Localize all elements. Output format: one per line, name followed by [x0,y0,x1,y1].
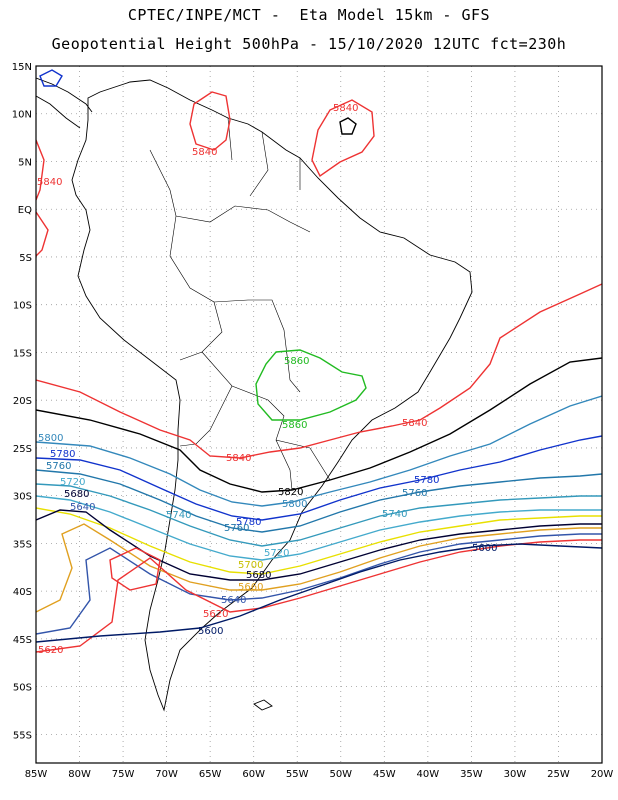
contour-5840-main [36,283,602,459]
contour-label-5840-d: 5840 [402,418,427,429]
contour-5760 [36,469,602,533]
contour-label-5640-a: 5640 [70,502,95,513]
lat-tick-label: 5S [19,253,32,264]
lon-tick-label: 85W [25,769,48,780]
contour-label-5840-c: 5840 [37,177,62,188]
contour-5600 [36,543,602,643]
contour-label-5600-b: 5600 [472,543,497,554]
contour-5780 [36,435,602,521]
lat-tick-label: 20S [13,396,32,407]
contour-label-5600-a: 5600 [198,626,223,637]
lat-tick-label: 15N [12,62,32,73]
contour-label-5640-b: 5640 [221,595,246,606]
contour-label-5840-b: 5840 [192,147,217,158]
lon-tick-label: 35W [460,769,483,780]
falkland-islands [253,699,273,711]
lon-tick-label: 30W [504,769,527,780]
contour-label-5720-b: 5720 [264,548,289,559]
lat-tick-label: 25S [13,444,32,455]
contour-5680 [36,509,602,581]
contour-label-5780-b: 5780 [236,517,261,528]
contour-lines [36,69,602,653]
central-america-coastline [36,77,93,129]
contour-label-5780-c: 5780 [414,475,439,486]
lat-tick-label: 10N [12,110,32,121]
lat-tick-label: 5N [18,157,32,168]
contour-5700 [36,507,602,575]
lon-tick-label: 45W [373,769,396,780]
lat-tick-label: 45S [13,635,32,646]
lon-tick-label: 55W [286,769,309,780]
contour-5800 [36,395,602,507]
contour-5840-west [36,139,49,257]
contour-5840-north [189,91,231,151]
contour-label-5740-b: 5740 [382,509,407,520]
lon-tick-label: 20W [591,769,614,780]
contour-label-5800-a: 5800 [38,433,63,444]
map-title: CPTEC/INPE/MCT - Eta Model 15km - GFS [127,6,491,24]
contour-5860 [255,349,367,421]
contour-ring-atlantic [339,117,357,135]
lat-tick-label: 35S [13,539,32,550]
lon-tick-label: 80W [68,769,91,780]
contour-label-5840-e: 5840 [226,453,251,464]
contour-label-5680-a: 5680 [64,489,89,500]
contour-5640 [36,533,602,635]
contour-label-5800-b: 5800 [282,499,307,510]
contour-label-5780-a: 5780 [50,449,75,460]
latitude-labels: 15N 10N 5N EQ 5S 10S 15S 20S 25S 30S 35S 40S 45S 50S 5… [12,62,32,741]
map-frame [35,65,603,764]
lon-tick-label: 60W [242,769,265,780]
lat-tick-label: 10S [13,301,32,312]
lat-tick-label: 55S [13,730,32,741]
lon-tick-label: 65W [199,769,222,780]
contour-label-5840-a: 5840 [333,103,358,114]
contour-5820 [36,357,602,493]
contour-label-5760-c: 5760 [402,488,427,499]
lon-tick-label: 40W [417,769,440,780]
lat-tick-label: 50S [13,683,32,694]
contour-5620-low [109,547,161,591]
contour-label-5720-a: 5720 [60,477,85,488]
lat-tick-label: 30S [13,492,32,503]
contour-label-5620-b: 5620 [203,609,228,620]
lat-tick-label: 40S [13,587,32,598]
contour-labels: 5840 5840 5840 5840 5840 5860 5860 5820 … [37,103,497,656]
lat-tick-label: EQ [18,205,32,216]
contour-label-5820: 5820 [278,487,303,498]
contour-label-5760-a: 5760 [46,461,71,472]
coastlines [36,77,473,712]
map-subtitle: Geopotential Height 500hPa - 15/10/2020 … [51,35,567,53]
country-borders [149,117,331,491]
contour-label-5860-a: 5860 [284,356,309,367]
contour-5840-atlantic [311,99,375,178]
lon-tick-label: 75W [112,769,135,780]
contour-5740 [36,483,602,547]
longitude-labels: 85W 80W 75W 70W 65W 60W 55W 50W 45W 40W 35W 30W 25W 2… [25,769,614,780]
lon-tick-label: 70W [155,769,178,780]
contour-label-5680-b: 5680 [246,570,271,581]
lon-tick-label: 50W [329,769,352,780]
contour-label-5740-a: 5740 [166,510,191,521]
contour-low-northwest [39,69,63,87]
contour-label-5620-a: 5620 [38,645,63,656]
contour-label-5700: 5700 [238,560,263,571]
contour-5660 [36,523,602,613]
south-america-coastline [71,79,473,712]
contour-label-5860-b: 5860 [282,420,307,431]
lat-tick-label: 15S [13,348,32,359]
lon-tick-label: 25W [547,769,570,780]
contour-label-5760-b: 5760 [224,523,249,534]
contour-label-5660: 5660 [238,582,263,593]
contour-5720 [36,495,602,561]
